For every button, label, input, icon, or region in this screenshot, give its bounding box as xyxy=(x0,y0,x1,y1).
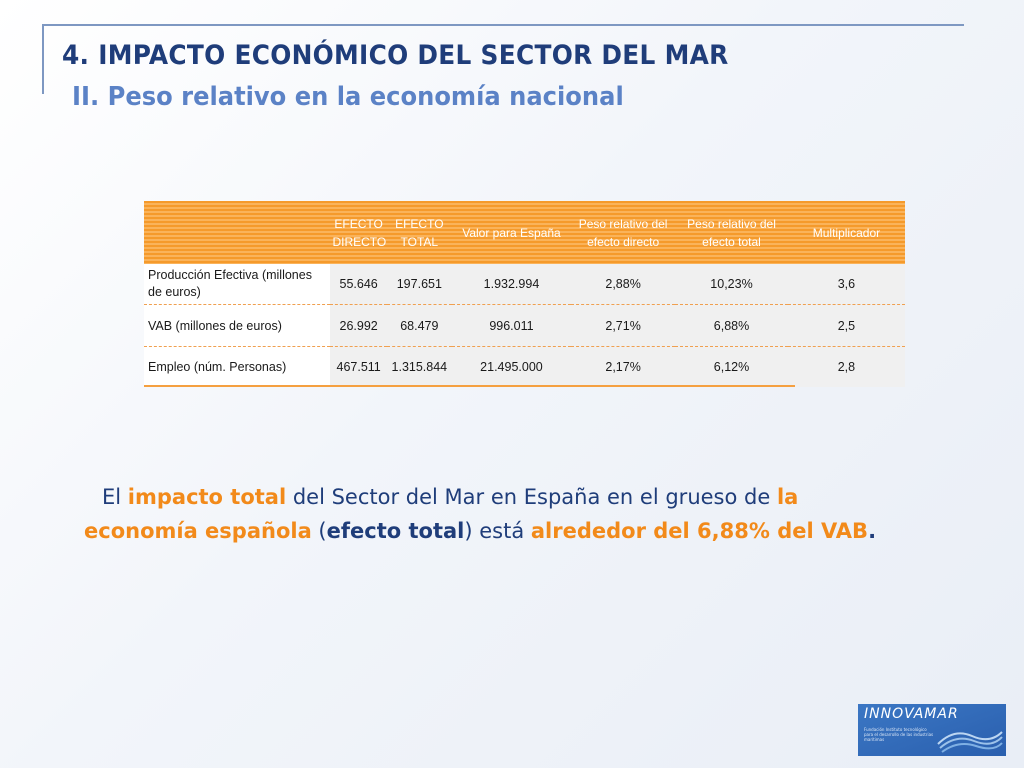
header-peso-total: Peso relativo del efecto total xyxy=(675,201,788,264)
header-peso-directo: Peso relativo del efecto directo xyxy=(571,201,676,264)
table-bottom-line xyxy=(144,385,795,387)
header-empty xyxy=(144,201,331,264)
frame-left-line xyxy=(42,24,44,94)
cell-peso-total: 6,88% xyxy=(675,304,788,347)
cell-efecto-directo: 467.511 xyxy=(330,346,387,387)
summary-text-paren-open: ( xyxy=(311,519,327,543)
summary-line-1: El impacto total del Sector del Mar en E… xyxy=(78,480,978,514)
header-multiplicador: Multiplicador xyxy=(787,201,905,264)
cell-multiplicador: 2,5 xyxy=(787,304,905,347)
header-valor-espana: Valor para España xyxy=(451,201,572,264)
row-label: Producción Efectiva (millones de euros) xyxy=(144,264,331,305)
table-row: VAB (millones de euros) 26.992 68.479 99… xyxy=(144,304,905,347)
highlight-alrededor: alrededor del 6,88% del VAB xyxy=(530,519,869,543)
cell-multiplicador: 2,8 xyxy=(787,346,905,387)
cell-efecto-directo: 26.992 xyxy=(330,304,387,347)
summary-text-esta: ) está xyxy=(464,519,531,543)
row-label: VAB (millones de euros) xyxy=(144,304,331,347)
summary-period: . xyxy=(868,519,877,543)
summary-text: El impacto total del Sector del Mar en E… xyxy=(78,480,978,548)
logo-tagline: Fundación Instituto tecnológico para el … xyxy=(864,727,934,742)
highlight-impacto-total: impacto total xyxy=(127,485,287,509)
table-header-row: EFECTO DIRECTO EFECTO TOTAL Valor para E… xyxy=(144,201,905,264)
header-efecto-total: EFECTO TOTAL xyxy=(386,201,452,264)
cell-efecto-directo: 55.646 xyxy=(330,264,387,305)
cell-valor-espana: 1.932.994 xyxy=(451,264,572,305)
table-row: Producción Efectiva (millones de euros) … xyxy=(144,264,905,305)
impact-table: EFECTO DIRECTO EFECTO TOTAL Valor para E… xyxy=(144,201,905,387)
wave-icon xyxy=(937,731,1003,753)
cell-peso-total: 6,12% xyxy=(675,346,788,387)
cell-efecto-total: 197.651 xyxy=(386,264,452,305)
cell-peso-total: 10,23% xyxy=(675,264,788,305)
highlight-efecto-total: efecto total xyxy=(326,519,465,543)
cell-efecto-total: 68.479 xyxy=(386,304,452,347)
header-efecto-directo: EFECTO DIRECTO xyxy=(330,201,387,264)
row-label: Empleo (núm. Personas) xyxy=(144,346,331,387)
innovamar-logo: INNOVAMAR Fundación Instituto tecnológic… xyxy=(858,704,1006,756)
summary-text-el: El xyxy=(102,485,128,509)
highlight-economia-espanola: economía española xyxy=(84,519,312,543)
slide-title: 4. IMPACTO ECONÓMICO DEL SECTOR DEL MAR xyxy=(62,40,729,71)
frame-top-line xyxy=(42,24,964,26)
cell-peso-directo: 2,17% xyxy=(571,346,676,387)
slide-subtitle: II. Peso relativo en la economía naciona… xyxy=(72,82,624,112)
cell-efecto-total: 1.315.844 xyxy=(386,346,452,387)
highlight-la: la xyxy=(776,485,799,509)
cell-peso-directo: 2,71% xyxy=(571,304,676,347)
cell-valor-espana: 21.495.000 xyxy=(451,346,572,387)
cell-peso-directo: 2,88% xyxy=(571,264,676,305)
logo-name: INNOVAMAR xyxy=(864,706,959,722)
table-row: Empleo (núm. Personas) 467.511 1.315.844… xyxy=(144,346,905,387)
cell-multiplicador: 3,6 xyxy=(787,264,905,305)
summary-text-sector: del Sector del Mar en España en el grues… xyxy=(286,485,777,509)
cell-valor-espana: 996.011 xyxy=(451,304,572,347)
summary-line-2: economía española (efecto total) está al… xyxy=(78,514,978,548)
